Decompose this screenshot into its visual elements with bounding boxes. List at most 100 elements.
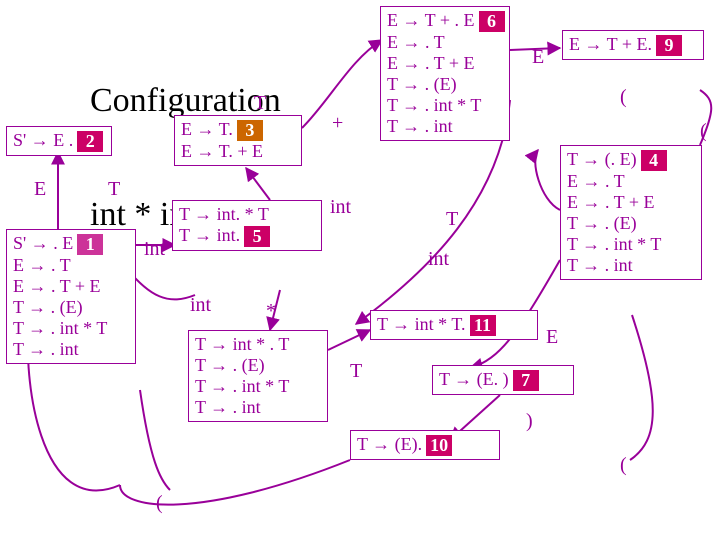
edge-label: int xyxy=(330,196,351,219)
state-node-state3: E → T.3E → T. + E xyxy=(174,115,302,166)
production-text: S' → . E xyxy=(13,233,73,253)
state-node-state1: S' → . E1E → . TE → . T + ET → . (E)T → … xyxy=(6,229,136,364)
production-line: T → int * T.11 xyxy=(377,314,531,336)
edge-label: E xyxy=(546,326,558,349)
edge-label: T xyxy=(446,208,458,231)
production-line: S' → . E1 xyxy=(13,233,129,255)
production-text: T → (E). xyxy=(357,434,422,454)
edge-label: T xyxy=(254,92,266,115)
state-node-state2: S' → E .2 xyxy=(6,126,112,156)
production-line: T → . int * T xyxy=(195,376,321,397)
production-text: S' → E . xyxy=(13,130,73,150)
edge-label: ( xyxy=(620,86,627,109)
state-number-badge: 3 xyxy=(237,120,263,141)
production-text: E → . T + E xyxy=(567,192,655,212)
state-number-badge: 5 xyxy=(244,226,270,247)
production-text: E → . T xyxy=(387,32,445,52)
edge-label: E xyxy=(532,46,544,69)
production-line: T → . int * T xyxy=(13,318,129,339)
state-number-badge: 7 xyxy=(513,370,539,391)
production-line: T → . (E) xyxy=(195,355,321,376)
state-number-badge: 9 xyxy=(656,35,682,56)
edge-label: int xyxy=(190,294,211,317)
production-text: T → . int * T xyxy=(387,95,481,115)
edge xyxy=(120,460,350,505)
edge xyxy=(328,330,370,350)
production-line: E → . T + E xyxy=(387,53,503,74)
production-line: S' → E .2 xyxy=(13,130,105,152)
state-number-badge: 4 xyxy=(641,150,667,171)
production-line: T → . (E) xyxy=(387,74,503,95)
production-text: T → . int * T xyxy=(195,376,289,396)
state-node-state7: T → (E. )7 xyxy=(432,365,574,395)
production-line: T → . int * T xyxy=(567,234,695,255)
state-node-state11: T → int * T.11 xyxy=(370,310,538,340)
production-line: T → . int * T xyxy=(387,95,503,116)
state-node-state9: E → T + E.9 xyxy=(562,30,704,60)
production-text: T → . int xyxy=(195,397,261,417)
production-line: T → . (E) xyxy=(13,297,129,318)
production-line: T → . int xyxy=(567,255,695,276)
production-text: T → . (E) xyxy=(195,355,265,375)
edge-label: int xyxy=(144,238,165,261)
production-line: T → (E).10 xyxy=(357,434,493,456)
production-text: E → . T + E xyxy=(13,276,101,296)
production-text: T → (E. ) xyxy=(439,369,509,389)
production-line: T → . int xyxy=(387,116,503,137)
production-text: T → int. * T xyxy=(179,204,269,224)
state-node-state5: T → int. * TT → int.5 xyxy=(172,200,322,251)
state-number-badge: 10 xyxy=(426,435,452,456)
production-text: E → T. xyxy=(181,119,233,139)
production-text: T → (. E) xyxy=(567,149,637,169)
state-number-badge: 11 xyxy=(470,315,496,336)
edge-label: ( xyxy=(620,454,627,477)
edge-label: ( xyxy=(156,492,163,515)
edge-label: int xyxy=(428,248,449,271)
production-line: T → int.5 xyxy=(179,225,315,247)
production-line: T → int * . T xyxy=(195,334,321,355)
edge-label: ) xyxy=(526,410,533,433)
production-text: E → . T xyxy=(13,255,71,275)
production-line: T → . (E) xyxy=(567,213,695,234)
edge-label: * xyxy=(266,300,276,323)
production-line: E → . T + E xyxy=(13,276,129,297)
production-text: E → T + . E xyxy=(387,10,475,30)
state-number-badge: 6 xyxy=(479,11,505,32)
state-node-state4: T → (. E)4E → . TE → . T + ET → . (E)T →… xyxy=(560,145,702,280)
edge-label: T xyxy=(350,360,362,383)
production-line: T → (E. )7 xyxy=(439,369,567,391)
production-text: T → . int * T xyxy=(13,318,107,338)
production-line: E → . T xyxy=(387,32,503,53)
production-text: T → int. xyxy=(179,225,240,245)
production-line: E → . T xyxy=(13,255,129,276)
production-line: T → . int xyxy=(195,397,321,418)
edge xyxy=(535,150,560,210)
production-line: E → T + E.9 xyxy=(569,34,697,56)
state-node-stateStar: T → int * . TT → . (E)T → . int * TT → .… xyxy=(188,330,328,422)
production-text: T → . (E) xyxy=(387,74,457,94)
edge xyxy=(630,315,653,460)
edge-label: E xyxy=(34,178,46,201)
state-node-state10: T → (E).10 xyxy=(350,430,500,460)
state-number-badge: 1 xyxy=(77,234,103,255)
production-line: E → T. + E xyxy=(181,141,295,162)
production-line: T → int. * T xyxy=(179,204,315,225)
state-number-badge: 2 xyxy=(77,131,103,152)
production-line: E → . T xyxy=(567,171,695,192)
production-text: T → . int xyxy=(13,339,79,359)
edge xyxy=(140,390,170,490)
production-text: E → . T + E xyxy=(387,53,475,73)
edge-label: ( xyxy=(700,120,707,143)
production-line: T → . int xyxy=(13,339,129,360)
production-text: T → int * . T xyxy=(195,334,289,354)
production-line: E → T + . E6 xyxy=(387,10,503,32)
production-line: E → . T + E xyxy=(567,192,695,213)
production-text: T → int * T. xyxy=(377,314,466,334)
production-text: T → . int xyxy=(567,255,633,275)
production-text: T → . (E) xyxy=(13,297,83,317)
state-node-state6: E → T + . E6E → . TE → . T + ET → . (E)T… xyxy=(380,6,510,141)
production-text: E → . T xyxy=(567,171,625,191)
production-text: T → . int * T xyxy=(567,234,661,254)
diagram-stage: Configuration int * int | $ S' → E .2S' … xyxy=(0,0,720,540)
production-text: E → T + E. xyxy=(569,34,652,54)
